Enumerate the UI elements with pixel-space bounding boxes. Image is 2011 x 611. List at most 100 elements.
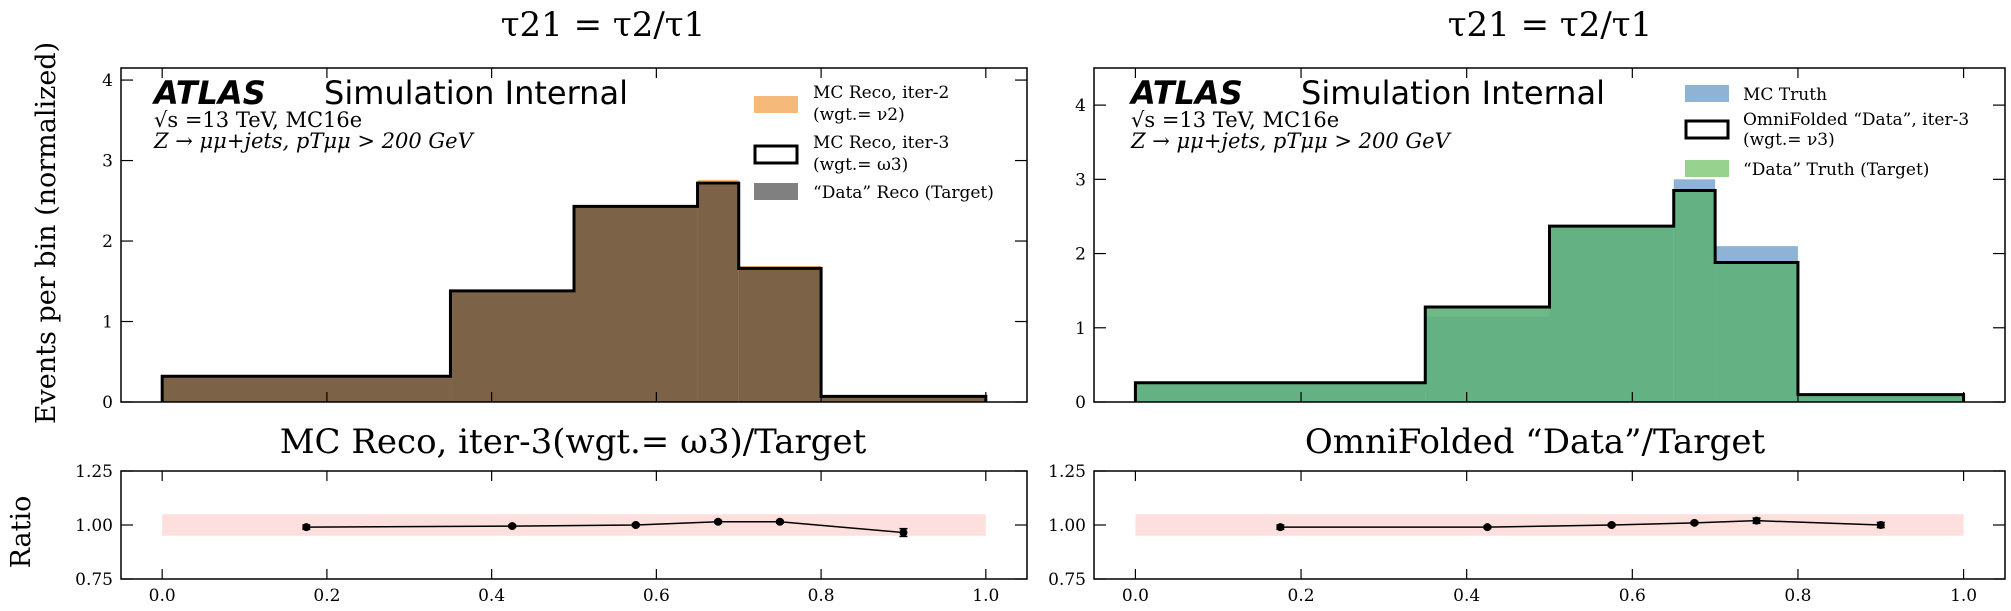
left-legend-sub-2: (wgt.= ω3) [813,155,908,175]
right-ratio-data-point [1752,516,1761,525]
right-main-ytick-label: 3 [1075,170,1086,190]
left-ratio-data-point [508,522,517,531]
right-ratio-xtick-label: 0.0 [1122,586,1149,606]
left-main-panel: τ21 = τ2/τ1 0 1 2 3 4 ATLAS Simulation Inter… [102,5,1028,413]
left-ratio-xtick-label: 0.8 [808,586,835,606]
right-main-bar-data-truth-target [1135,382,1426,402]
right-main-bar-data-truth-target [1797,394,1964,402]
right-ratio-title: OmniFolded “Data”/Target [1305,422,1766,462]
right-ratio-xtick-label: 0.6 [1619,586,1646,606]
right-legend-sub-2: (wgt.= ν3) [1743,130,1835,150]
left-ratio-plot-area: 0.75 1.00 1.25 0.0 0.2 0.4 0.6 0.8 1.0 [75,462,1027,606]
left-legend: MC Reco, iter-2 (wgt.= ν2) MC Reco, iter… [753,83,994,203]
right-legend-label-1: MC Truth [1743,85,1827,105]
right-ratio-data-point [1876,521,1885,529]
right-legend-swatch-1 [1685,85,1729,102]
left-legend-swatch-1 [754,96,798,113]
right-legend-swatch-2 [1684,119,1730,140]
right-ratio-plot-area: 0.75 1.00 1.25 0.0 0.2 0.4 0.6 0.8 1.0 [1048,462,2005,606]
right-main-frame [1093,67,2006,403]
right-atlas-logo: ATLAS [1128,74,1243,112]
left-legend-swatch-2 [753,144,799,165]
right-ratio-data-point [1483,523,1492,532]
left-ratio-frame [120,470,1028,580]
right-ratio-panel: OmniFolded “Data”/Target 0.75 1.00 1.25 0.0… [1048,422,2006,606]
ylabel-ratio: Ratio [6,496,37,569]
left-legend-label-1: MC Reco, iter-2 [813,83,949,103]
left-ratio-title: MC Reco, iter-3(wgt.= ω3)/Target [280,422,867,462]
left-legend-label-2: MC Reco, iter-3 [813,133,949,153]
left-ratio-xtick-label: 1.0 [972,586,999,606]
left-legend-swatch-3 [754,183,798,200]
right-ratio-ytick-label: 1.25 [1048,462,1086,482]
left-main-bar-data-reco-target [821,396,986,402]
right-legend-label-3: “Data” Truth (Target) [1743,160,1929,180]
left-ratio-data-point [714,517,723,526]
right-atlas-label: Simulation Internal [1301,74,1605,112]
left-atlas-logo: ATLAS [151,74,266,112]
left-main-bar-data-reco-target [697,184,739,402]
left-ratio-ytick-label: 1.00 [75,516,113,536]
left-ratio-xtick-label: 0.4 [478,586,505,606]
left-ratio-xtick-label: 0.2 [313,586,340,606]
left-ratio-ytick-label: 1.25 [75,462,113,482]
left-main-ytick-label: 3 [102,152,113,172]
right-ratio-xtick-label: 0.2 [1288,586,1315,606]
right-main-ytick-label: 2 [1075,245,1086,265]
right-ratio-data-point [1607,521,1616,529]
right-ratio-ytick-label: 1.00 [1048,516,1086,536]
left-ratio-ytick-label: 0.75 [75,570,113,590]
left-main-ytick-label: 2 [102,232,113,252]
right-ratio-data-point [1690,518,1699,527]
right-legend-swatch-3 [1685,160,1729,177]
left-ratio-data-point [775,517,784,526]
right-main-ytick-label: 0 [1075,393,1086,413]
right-main-bar-data-truth-target [1549,226,1674,402]
right-ratio-xtick-label: 0.8 [1784,586,1811,606]
right-atlas-energy: √s =13 TeV, MC16e [1131,108,1339,132]
left-ratio-ratio-line [306,521,904,534]
left-main-frame [120,67,1028,403]
right-legend-label-2: OmniFolded “Data”, iter-3 [1743,110,1969,130]
left-main-ytick-label: 0 [102,393,113,413]
left-main-bar-data-reco-target [162,376,451,402]
left-ratio-data-point [302,523,311,532]
left-main-step-line [160,181,988,402]
right-main-ytick-label: 1 [1075,319,1086,339]
left-atlas-process: Z → μμ+jets, pTμμ > 200 GeV [153,129,475,153]
ylabel-main: Events per bin (normalized) [31,42,62,424]
right-ratio-frame [1093,470,2006,580]
right-main-plot-area: 0 1 2 3 4 [1075,68,2005,413]
right-ratio-xtick-label: 0.4 [1453,586,1480,606]
left-ratio-xtick-label: 0.0 [149,586,176,606]
right-main-panel: τ21 = τ2/τ1 0 1 2 3 4 ATLAS Simulation Inter… [1075,5,2006,413]
left-ratio-panel: MC Reco, iter-3(wgt.= ω3)/Target 0.75 1.0… [75,422,1028,606]
right-atlas-process: Z → μμ+jets, pTμμ > 200 GeV [1130,129,1452,153]
left-ratio-data-point [899,528,908,537]
left-atlas-label: Simulation Internal [324,74,628,112]
left-legend-sub-1: (wgt.= ν2) [813,105,905,125]
left-legend-label-3: “Data” Reco (Target) [813,183,994,203]
right-ratio-data-point [1276,523,1285,532]
right-main-step-line [1133,188,1966,402]
right-legend: MC Truth OmniFolded “Data”, iter-3 (wgt.… [1684,85,1969,180]
left-main-title: τ21 = τ2/τ1 [501,5,706,45]
left-atlas-energy: √s =13 TeV, MC16e [154,108,362,132]
right-ratio-uncertainty-band [1135,514,1964,536]
left-ratio-xtick-label: 0.6 [643,586,670,606]
left-main-ytick-label: 4 [102,71,113,91]
left-main-ytick-label: 1 [102,313,113,333]
right-ratio-xtick-label: 1.0 [1950,586,1977,606]
left-main-bar-data-reco-target [450,290,574,402]
right-main-bar-data-truth-target [1673,191,1716,402]
left-main-plot-area: 0 1 2 3 4 [102,68,1027,413]
right-ratio-ratio-line [1280,519,1881,528]
right-main-bar-data-truth-target [1425,306,1550,402]
right-main-title: τ21 = τ2/τ1 [1448,5,1653,45]
left-main-bar-data-reco-target [574,206,698,402]
right-ratio-ytick-label: 0.75 [1048,570,1086,590]
left-main-bar-data-reco-target [738,269,822,402]
right-main-ytick-label: 4 [1075,96,1086,116]
left-ratio-data-point [631,521,640,529]
